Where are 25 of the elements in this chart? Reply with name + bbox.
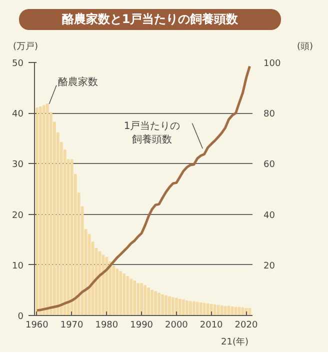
- x-tick-label: 1960: [25, 320, 49, 330]
- y-tick-label: 0: [18, 312, 24, 322]
- y2-tick-label: 100: [264, 59, 281, 69]
- line-series: [36, 65, 251, 312]
- y2-tick-label: 20: [264, 261, 276, 272]
- y-tick-label: 20: [12, 210, 24, 221]
- x-tick-label: 2010: [200, 320, 224, 330]
- x-tick-label: 2020: [234, 320, 258, 330]
- y2-axis-title: (頭): [296, 41, 313, 53]
- x-axis-title: 21(年): [221, 336, 249, 348]
- y2-tick-label: 40: [264, 210, 276, 221]
- y-tick-label: 30: [12, 160, 24, 170]
- x-tick-label: 2000: [165, 320, 188, 330]
- text: 1戸当たりの飼養頭数: [124, 120, 180, 146]
- x-tick-label: 1990: [130, 320, 154, 330]
- series-label: 酪農家数: [58, 76, 98, 88]
- y-tick-label: 10: [12, 261, 24, 272]
- y-axis-title: (万戸): [13, 41, 38, 53]
- chart-title: 酪農家数と1戸当たりの飼養頭数: [19, 9, 281, 30]
- y-tick-label: 40: [12, 110, 24, 120]
- x-tick-label: 1970: [60, 320, 84, 330]
- y2-tick-label: 80: [264, 110, 276, 120]
- x-tick-label: 1980: [95, 320, 118, 330]
- y-tick-label: 50: [12, 59, 24, 69]
- y2-tick-label: 60: [264, 160, 276, 170]
